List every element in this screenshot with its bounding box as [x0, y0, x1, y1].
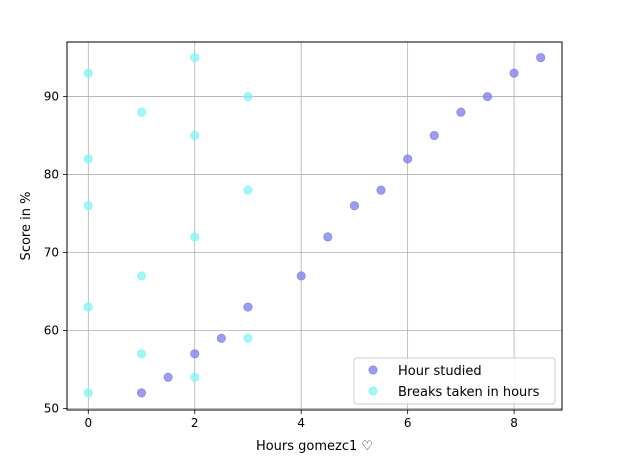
point-breaks-taken: [137, 271, 147, 281]
x-tick-label: 2: [191, 416, 199, 430]
point-hour-studied: [296, 271, 306, 281]
point-breaks-taken: [83, 388, 93, 398]
point-breaks-taken: [190, 53, 200, 63]
point-breaks-taken: [243, 185, 253, 195]
data-points: [83, 53, 546, 398]
point-breaks-taken: [190, 232, 200, 242]
point-breaks-taken: [83, 201, 93, 211]
legend-label-breaks-taken: Breaks taken in hours: [398, 385, 540, 400]
y-tick-label: 70: [44, 246, 59, 260]
point-breaks-taken: [137, 349, 147, 359]
legend-marker-hour-studied: [368, 365, 378, 375]
legend-box: [353, 357, 556, 405]
point-hour-studied: [456, 107, 466, 117]
plot-area-frame: [66, 41, 563, 411]
point-hour-studied: [216, 333, 226, 343]
point-breaks-taken: [137, 107, 147, 117]
grid-lines: [67, 42, 562, 410]
y-tick-label: 90: [44, 90, 59, 104]
point-breaks-taken: [83, 302, 93, 312]
axis-ticks: 0 2 4 6 8 50 60 70 80 90: [44, 90, 518, 430]
y-tick-label: 60: [44, 323, 59, 337]
point-hour-studied: [323, 232, 333, 242]
x-tick-label: 0: [84, 416, 92, 430]
point-hour-studied: [163, 372, 173, 382]
point-hour-studied: [376, 185, 386, 195]
x-tick-label: 4: [297, 416, 305, 430]
point-breaks-taken: [190, 131, 200, 141]
point-hour-studied: [349, 201, 359, 211]
legend-marker-breaks-taken: [368, 386, 378, 396]
point-breaks-taken: [190, 372, 200, 382]
x-axis-label: Hours gomezc1 ♡: [256, 439, 373, 454]
point-breaks-taken: [243, 92, 253, 102]
point-hour-studied: [509, 68, 519, 78]
x-tick-label: 6: [404, 416, 412, 430]
point-hour-studied: [482, 92, 492, 102]
y-axis-label: Score in %: [19, 192, 34, 261]
point-hour-studied: [429, 131, 439, 141]
legend-label-hour-studied: Hour studied: [398, 364, 482, 379]
point-hour-studied: [243, 302, 253, 312]
point-breaks-taken: [243, 333, 253, 343]
x-tick-label: 8: [510, 416, 518, 430]
legend: Hour studied Breaks taken in hours: [353, 357, 556, 405]
y-tick-label: 50: [44, 401, 59, 415]
point-breaks-taken: [83, 68, 93, 78]
point-hour-studied: [137, 388, 147, 398]
point-hour-studied: [403, 154, 413, 164]
point-hour-studied: [190, 349, 200, 359]
y-tick-label: 80: [44, 168, 59, 182]
point-breaks-taken: [83, 154, 93, 164]
point-hour-studied: [536, 53, 546, 63]
